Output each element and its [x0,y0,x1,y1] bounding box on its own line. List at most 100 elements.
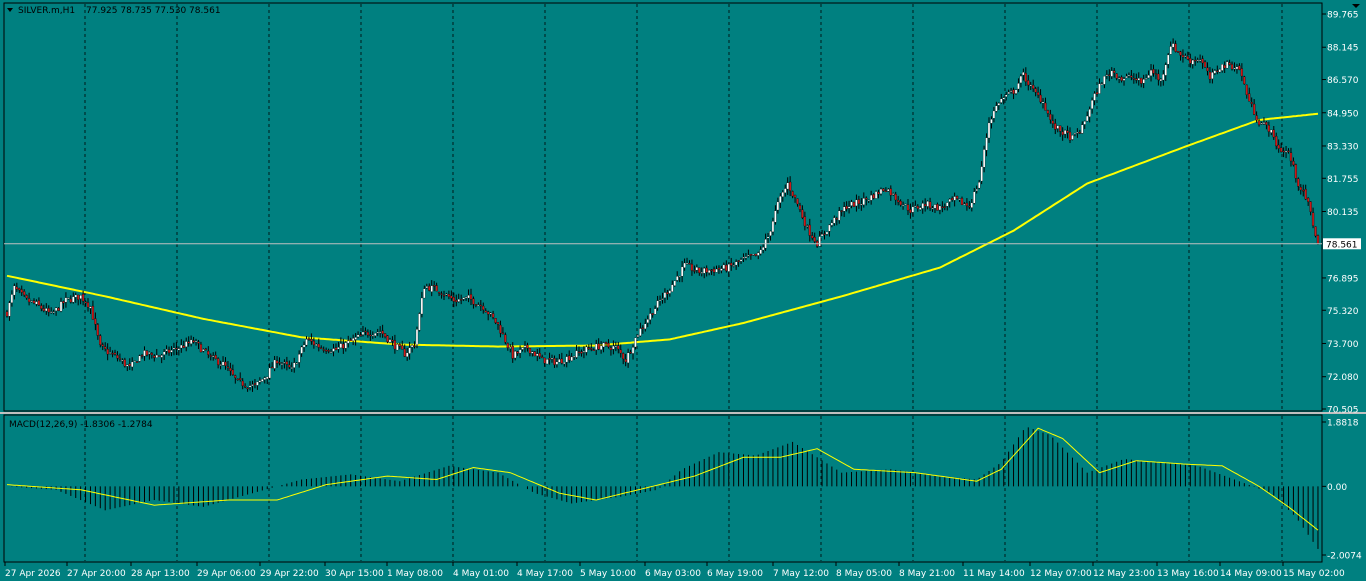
candle[interactable] [54,307,58,316]
candle[interactable] [550,354,554,363]
candle[interactable] [838,207,841,224]
candle[interactable] [126,364,129,372]
candle[interactable] [636,334,640,339]
candle[interactable] [398,342,401,350]
candle[interactable] [354,333,357,346]
candle[interactable] [366,329,370,338]
candle[interactable] [658,295,662,306]
candle[interactable] [568,350,571,363]
candle[interactable] [1223,61,1226,74]
candle[interactable] [1233,62,1236,72]
candle[interactable] [1198,54,1202,63]
candle[interactable] [32,298,36,305]
candle[interactable] [1032,79,1035,92]
candle[interactable] [35,299,38,307]
candle[interactable] [388,337,392,344]
candle[interactable] [128,358,131,370]
candle[interactable] [1044,97,1047,111]
candle[interactable] [496,322,500,330]
candle[interactable] [909,203,912,219]
candle[interactable] [212,352,215,361]
candle[interactable] [50,307,53,314]
candle[interactable] [258,377,262,385]
candle[interactable] [565,354,568,368]
candle[interactable] [501,327,505,335]
candle[interactable] [769,230,772,241]
candle[interactable] [172,342,176,356]
candle[interactable] [870,190,873,205]
candle[interactable] [99,334,102,348]
candle[interactable] [619,344,622,358]
candle[interactable] [734,259,738,270]
candle[interactable] [148,351,151,360]
candle[interactable] [489,312,492,317]
candle[interactable] [813,232,816,245]
candle[interactable] [843,201,846,217]
candle[interactable] [1235,63,1239,74]
candle[interactable] [1201,55,1204,69]
candle[interactable] [369,330,372,341]
candle[interactable] [887,188,890,192]
candle[interactable] [511,342,514,363]
candle[interactable] [295,361,298,365]
candle[interactable] [27,292,31,306]
candle[interactable] [820,229,824,237]
candle[interactable] [545,359,549,365]
candle[interactable] [1152,64,1155,77]
candle[interactable] [924,198,927,212]
candle[interactable] [5,309,9,318]
candle[interactable] [570,352,573,362]
candle[interactable] [116,351,119,362]
candle[interactable] [391,336,394,346]
candle[interactable] [707,269,711,276]
candle[interactable] [13,283,16,300]
candle[interactable] [528,347,532,357]
candle[interactable] [582,346,586,359]
candle[interactable] [649,308,652,325]
candle[interactable] [187,336,190,347]
candle[interactable] [1132,73,1135,84]
candle[interactable] [1017,78,1020,93]
candle[interactable] [243,383,247,389]
candle[interactable] [1164,62,1167,82]
candle[interactable] [761,243,765,254]
candle[interactable] [629,349,632,354]
candle[interactable] [992,106,996,123]
candle[interactable] [1056,125,1059,133]
candle[interactable] [852,201,856,207]
candle[interactable] [860,198,863,211]
candle[interactable] [221,356,225,366]
candle[interactable] [968,201,971,210]
candle[interactable] [1169,41,1172,55]
candle[interactable] [386,335,389,344]
candle[interactable] [850,199,853,209]
candle[interactable] [1063,129,1067,139]
candle[interactable] [1090,97,1094,114]
candle[interactable] [494,318,497,325]
candle[interactable] [710,268,713,276]
candle[interactable] [1279,142,1283,153]
candle[interactable] [79,295,82,305]
candle[interactable] [1149,64,1153,82]
candle[interactable] [521,347,524,352]
candle[interactable] [651,313,654,318]
candle[interactable] [526,342,529,352]
candle[interactable] [1024,67,1027,86]
candle[interactable] [1287,148,1290,154]
candle[interactable] [899,199,902,207]
candle[interactable] [315,343,318,347]
candle[interactable] [1120,75,1123,83]
candle[interactable] [150,352,153,359]
candle[interactable] [1225,60,1229,69]
candle[interactable] [830,219,834,228]
candle[interactable] [297,350,301,368]
candle[interactable] [1292,157,1295,167]
candle[interactable] [973,188,976,205]
candle[interactable] [261,378,264,382]
candle[interactable] [786,177,789,195]
candle[interactable] [644,318,647,332]
candle[interactable] [226,361,230,372]
candle[interactable] [1245,84,1248,99]
candle[interactable] [224,357,227,370]
